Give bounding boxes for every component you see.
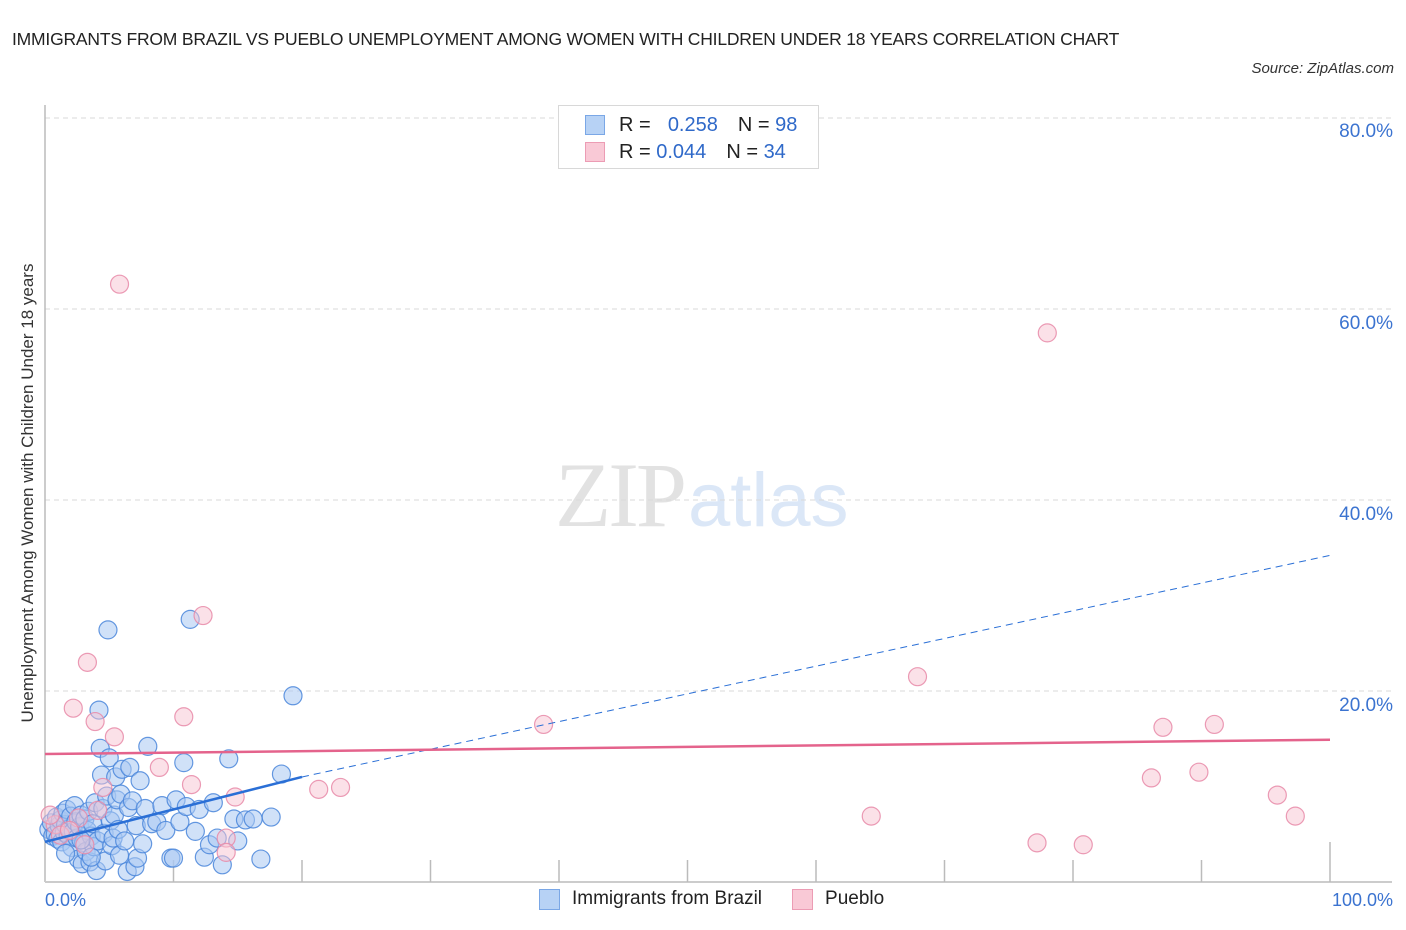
- brazil-swatch-icon: [585, 115, 605, 135]
- watermark-zip: ZIP: [555, 444, 687, 546]
- legend-row-pueblo: R = 0.044 N = 34: [585, 139, 786, 165]
- brazil-point: [130, 771, 150, 791]
- y-tick-80: 80.0%: [1339, 121, 1393, 142]
- pueblo-point: [104, 727, 124, 747]
- brazil-trend-extension: [301, 554, 1331, 778]
- pueblo-point: [1073, 835, 1093, 855]
- brazil-point: [98, 620, 118, 640]
- brazil-point: [115, 831, 135, 851]
- chart-title: IMMIGRANTS FROM BRAZIL VS PUEBLO UNEMPLO…: [12, 29, 1120, 49]
- y-axis-label: Unemployment Among Women with Children U…: [18, 263, 37, 723]
- brazil-point: [251, 849, 271, 869]
- legend-item-pueblo[interactable]: Pueblo: [792, 888, 884, 910]
- y-tick-60: 60.0%: [1339, 313, 1393, 334]
- n-value: 98: [775, 113, 798, 136]
- pueblo-point: [1153, 717, 1173, 737]
- pueblo-point: [75, 835, 95, 855]
- brazil-point: [283, 686, 303, 706]
- x-tick-0: 0.0%: [45, 890, 87, 910]
- brazil-point: [138, 736, 158, 756]
- pueblo-point: [1037, 323, 1057, 343]
- pueblo-swatch-icon: [585, 142, 605, 162]
- pueblo-point: [216, 842, 236, 862]
- pueblo-point: [1204, 714, 1224, 735]
- pueblo-point: [1285, 806, 1305, 826]
- pueblo-point: [93, 777, 113, 798]
- y-tick-40: 40.0%: [1339, 504, 1393, 525]
- pueblo-point: [77, 652, 98, 672]
- n-label: N =: [737, 113, 770, 136]
- pueblo-point: [907, 667, 928, 687]
- brazil-point: [163, 848, 184, 868]
- pueblo-point: [85, 711, 105, 732]
- pueblo-point: [88, 800, 108, 820]
- brazil-point: [174, 753, 194, 773]
- n-value: 34: [763, 140, 786, 163]
- brazil-point: [261, 807, 281, 827]
- pueblo-point: [149, 757, 169, 778]
- x-tick-100: 100.0%: [1331, 890, 1393, 910]
- brazil-point: [55, 843, 76, 863]
- brazil-point: [203, 793, 223, 813]
- brazil-swatch-icon: [539, 888, 560, 910]
- source-label: Source: ZipAtlas.com: [1251, 60, 1394, 77]
- legend-item-brazil[interactable]: Immigrants from Brazil: [539, 888, 762, 910]
- pueblo-point: [1027, 833, 1047, 853]
- pueblo-point: [1189, 762, 1209, 782]
- series-legend: Immigrants from Brazil Pueblo: [539, 888, 914, 910]
- brazil-trend-line: [44, 775, 303, 844]
- brazil-point: [243, 809, 263, 829]
- pueblo-point: [109, 274, 130, 294]
- n-label: N =: [726, 140, 758, 163]
- pueblo-point: [63, 698, 83, 718]
- brazil-point: [156, 820, 176, 841]
- pueblo-point: [533, 714, 554, 735]
- pueblo-trend-line: [44, 738, 1331, 756]
- r-label: R =: [619, 113, 651, 136]
- r-value: 0.044: [656, 140, 707, 163]
- r-value: 0.258: [667, 113, 718, 136]
- pueblo-point: [40, 805, 60, 825]
- pueblo-point: [861, 806, 881, 826]
- pueblo-point: [181, 774, 202, 795]
- brazil-point: [120, 757, 140, 778]
- brazil-point: [185, 821, 205, 841]
- pueblo-point: [225, 787, 245, 807]
- pueblo-swatch-icon: [792, 888, 814, 910]
- pueblo-point: [1141, 768, 1161, 788]
- legend-label: Pueblo: [825, 888, 885, 909]
- brazil-point: [133, 834, 153, 854]
- pueblo-point: [1267, 785, 1287, 805]
- pueblo-point: [174, 707, 194, 727]
- correlation-legend: R = 0.258 N = 98 R = 0.044 N = 34: [558, 105, 819, 169]
- pueblo-point: [330, 777, 351, 798]
- r-label: R =: [619, 140, 651, 163]
- pueblo-point: [193, 605, 213, 626]
- y-tick-20: 20.0%: [1339, 695, 1393, 716]
- brazil-point: [219, 749, 239, 769]
- legend-row-brazil: R = 0.258 N = 98: [585, 112, 797, 138]
- legend-label: Immigrants from Brazil: [572, 888, 763, 909]
- pueblo-point: [309, 779, 329, 799]
